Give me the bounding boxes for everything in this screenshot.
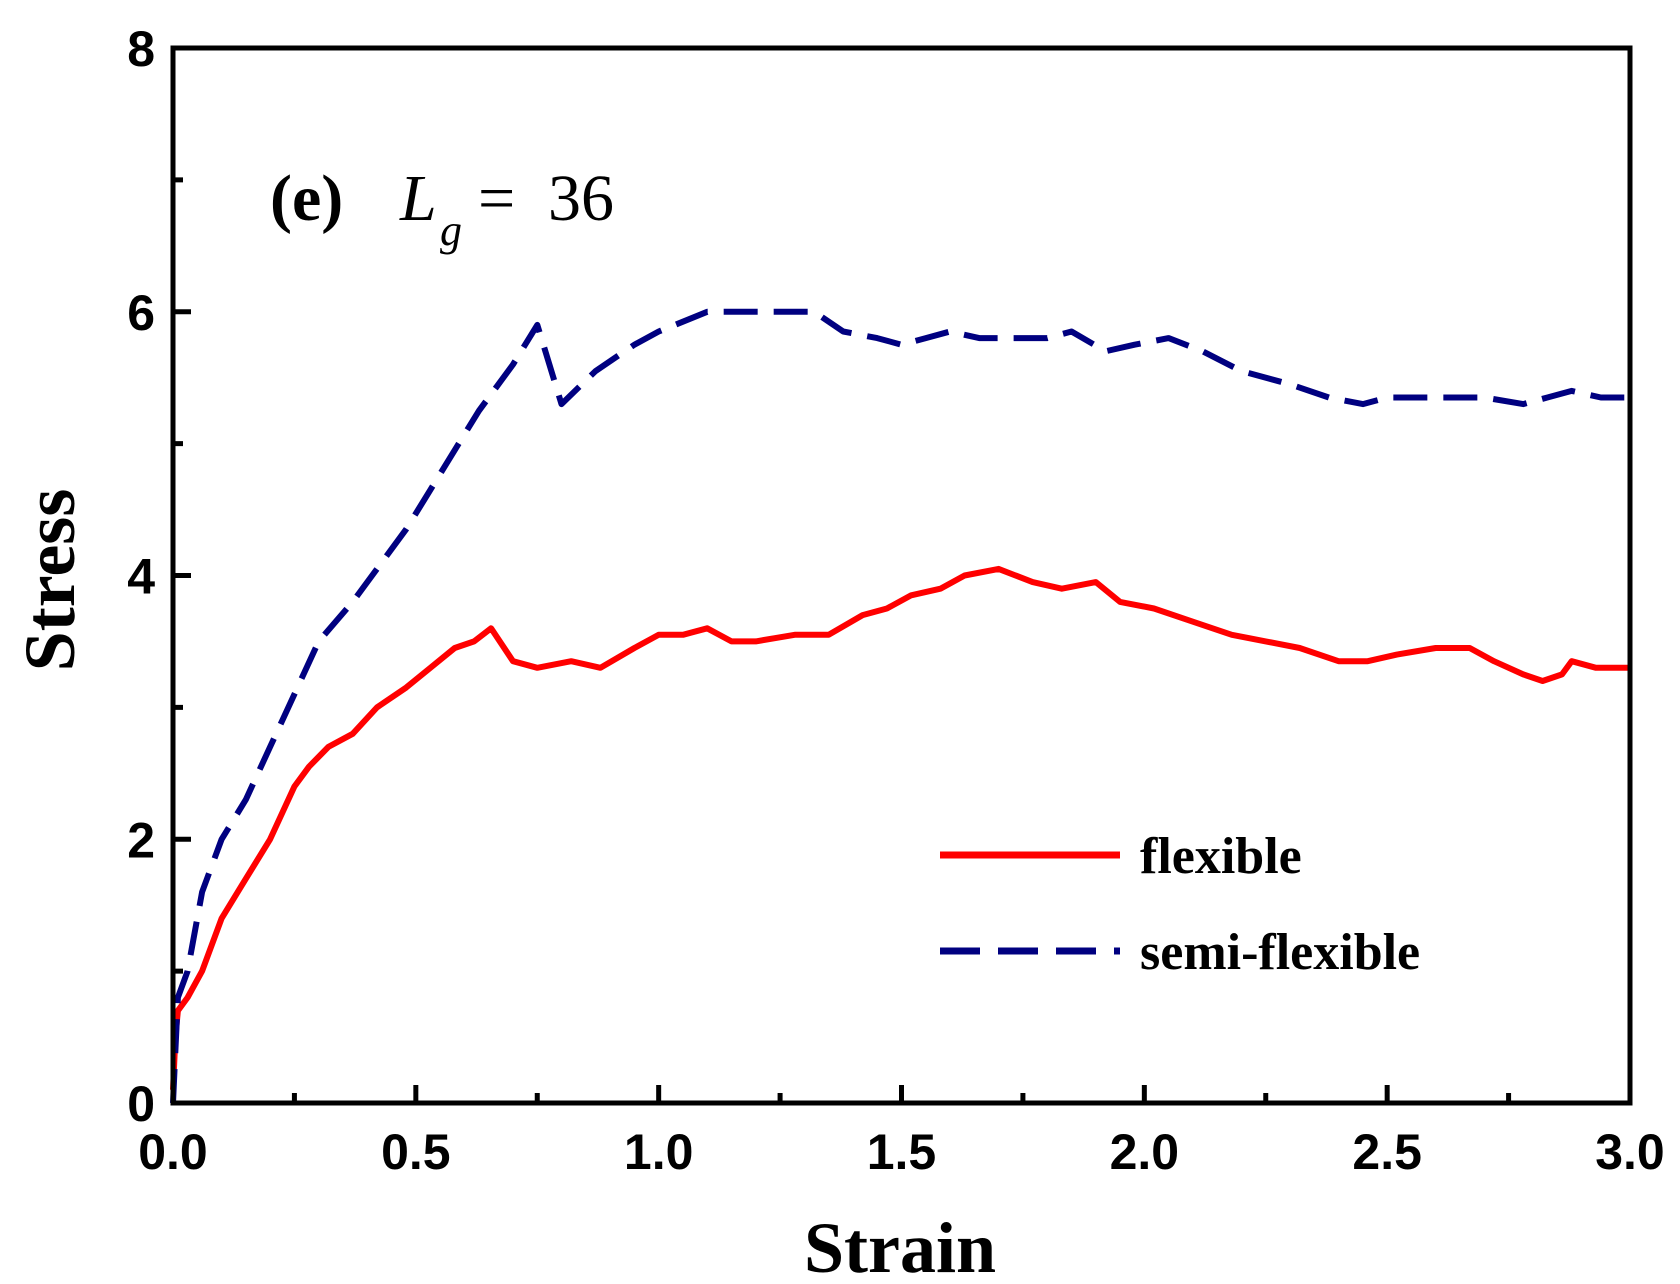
x-tick-label: 0.0 <box>138 1124 208 1180</box>
panel-label: (e) <box>270 162 343 235</box>
annotation-value: 36 <box>548 162 614 235</box>
x-axis-ticks: 0.0 0.5 1.0 1.5 2.0 2.5 3.0 <box>138 1085 1665 1180</box>
x-tick-label: 3.0 <box>1595 1124 1665 1180</box>
annotation-subscript: g <box>440 206 462 255</box>
legend: flexible semi-flexible <box>940 828 1420 981</box>
y-tick-label: 4 <box>127 549 155 605</box>
y-tick-label: 0 <box>127 1076 155 1132</box>
x-tick-label: 2.0 <box>1110 1124 1180 1180</box>
plot-frame <box>170 45 1633 1106</box>
legend-label-semi-flexible: semi-flexible <box>1140 924 1420 981</box>
series-line-semi-flexible <box>170 308 1630 1104</box>
series-layer <box>170 308 1630 1104</box>
series-line-flexible <box>170 565 1630 1090</box>
x-tick-label: 0.5 <box>381 1124 451 1180</box>
panel-annotation: (e) L g = 36 <box>270 162 614 255</box>
x-axis-title: Strain <box>804 1208 996 1284</box>
y-axis-title: Stress <box>10 489 90 672</box>
annotation-equals: = <box>478 162 515 235</box>
y-tick-label: 6 <box>127 285 155 341</box>
y-tick-label: 8 <box>127 21 155 77</box>
y-axis-ticks: 0 2 4 6 8 <box>127 21 191 1132</box>
x-tick-label: 1.0 <box>624 1124 694 1180</box>
legend-label-flexible: flexible <box>1140 828 1302 885</box>
x-tick-label: 1.5 <box>867 1124 937 1180</box>
annotation-variable: L <box>399 162 437 235</box>
y-tick-label: 2 <box>127 812 155 868</box>
x-tick-label: 2.5 <box>1352 1124 1422 1180</box>
